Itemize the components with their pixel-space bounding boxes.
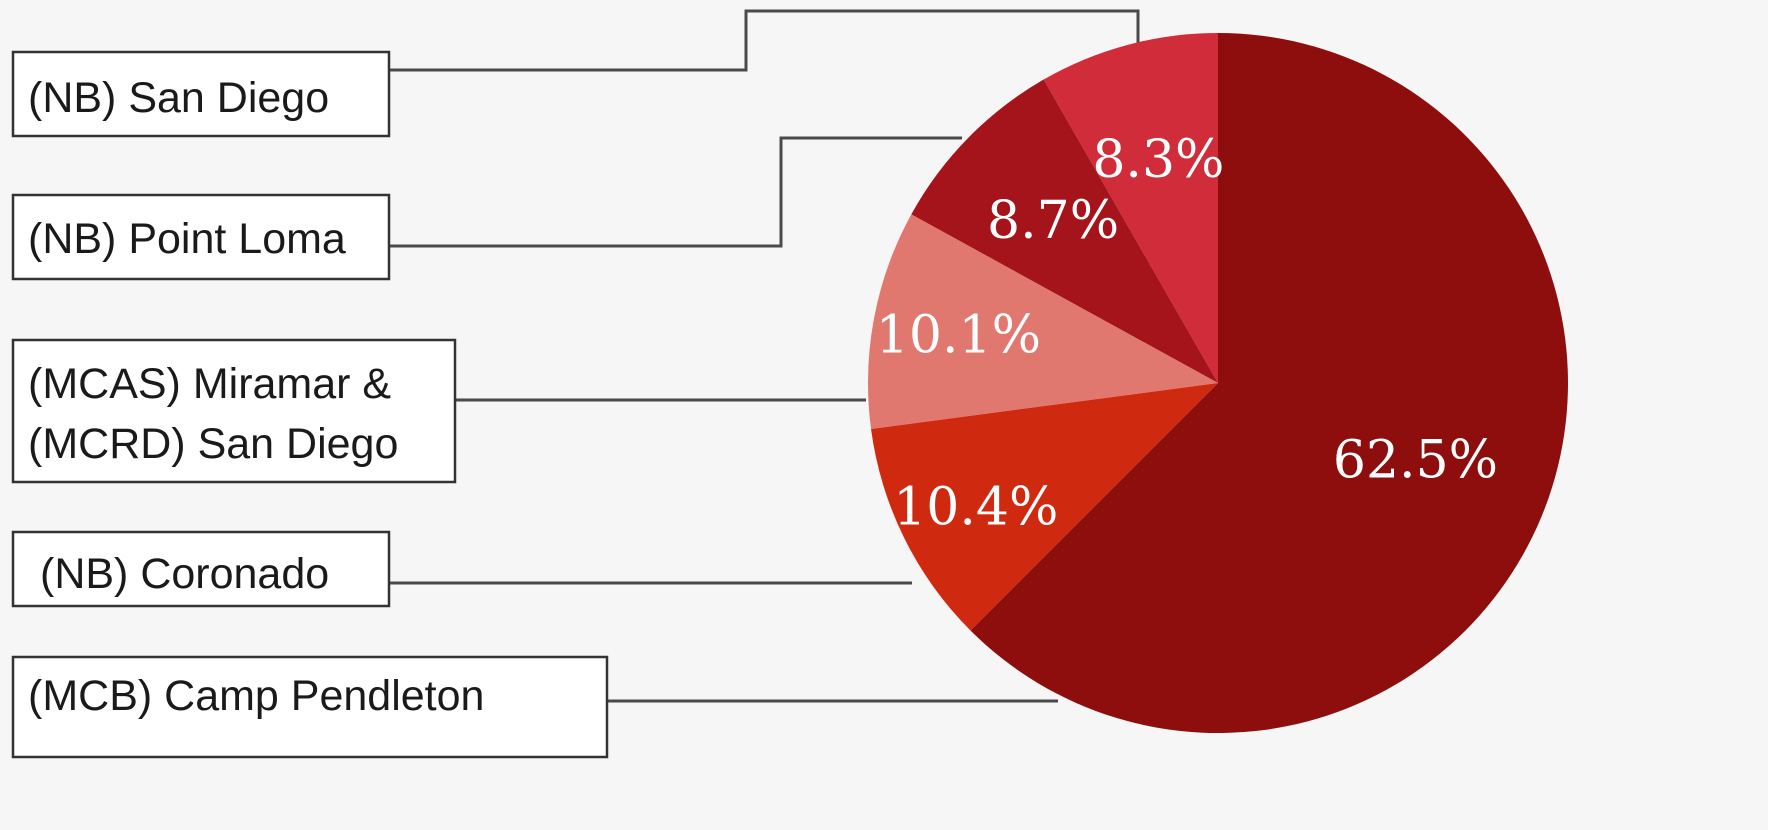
pie-slices — [867, 33, 1568, 733]
slice-value-label: 62.5% — [1333, 431, 1498, 491]
legend-boxes: (NB) San Diego (NB) Point Loma (MCAS) Mira… — [11, 50, 609, 759]
slice-value-label: 10.1% — [876, 305, 1041, 365]
legend-box — [11, 530, 391, 608]
leader-line — [390, 136, 962, 248]
legend-label: (NB) Point Loma — [28, 215, 346, 263]
legend-box — [11, 50, 391, 138]
legend-box — [11, 338, 457, 484]
slice-value-label: 8.3% — [1092, 130, 1224, 190]
legend-box — [11, 655, 609, 759]
legend-label: (MCRD) San Diego — [28, 420, 398, 468]
slice-value-label: 10.4% — [893, 478, 1058, 538]
pie-slice — [867, 214, 1218, 430]
pie-slice — [911, 79, 1218, 383]
legend-label: (MCB) Camp Pendleton — [28, 672, 484, 720]
legend-box — [11, 193, 391, 281]
pie-slice — [970, 33, 1568, 733]
percentage-labels: 8.3%8.7% 10.1% 10.4% 62.5% — [876, 130, 1498, 538]
legend-label: (NB) Coronado — [40, 550, 329, 598]
pie-slice — [871, 383, 1218, 631]
legend-label: (NB) San Diego — [28, 74, 329, 122]
legend-label: (MCAS) Miramar & — [28, 360, 391, 408]
leader-lines — [390, 9, 1140, 703]
slice-value-label: 8.7% — [987, 191, 1119, 251]
leader-line — [390, 9, 1140, 72]
pie-slice — [1043, 33, 1218, 383]
